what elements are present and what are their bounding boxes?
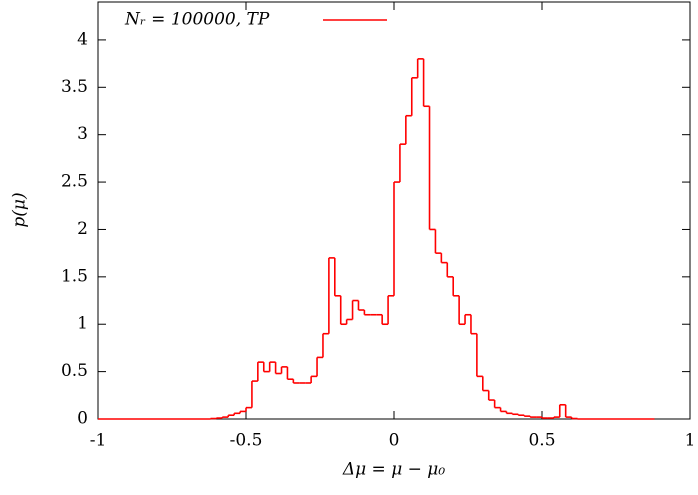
y-tick-label: 4: [77, 29, 88, 49]
y-tick-label: 2.5: [61, 172, 88, 192]
y-axis-label: p(μ): [10, 192, 30, 227]
x-tick-label: -1: [90, 431, 107, 451]
x-axis-label: Δμ = μ − μ₀: [342, 460, 446, 480]
x-tick-label: 0.5: [528, 431, 555, 451]
y-tick-label: 1: [77, 314, 88, 334]
x-tick-label: 1: [685, 431, 696, 451]
legend-label: Nᵣ = 100000, TP: [124, 10, 270, 30]
y-tick-label: 1.5: [61, 266, 88, 286]
y-tick-label: 2: [77, 219, 88, 239]
x-tick-label: -0.5: [230, 431, 263, 451]
y-tick-label: 0: [77, 409, 88, 429]
y-tick-label: 3.5: [61, 77, 88, 97]
y-tick-label: 0.5: [61, 361, 88, 381]
y-tick-label: 3: [77, 124, 88, 144]
x-tick-label: 0: [389, 431, 400, 451]
